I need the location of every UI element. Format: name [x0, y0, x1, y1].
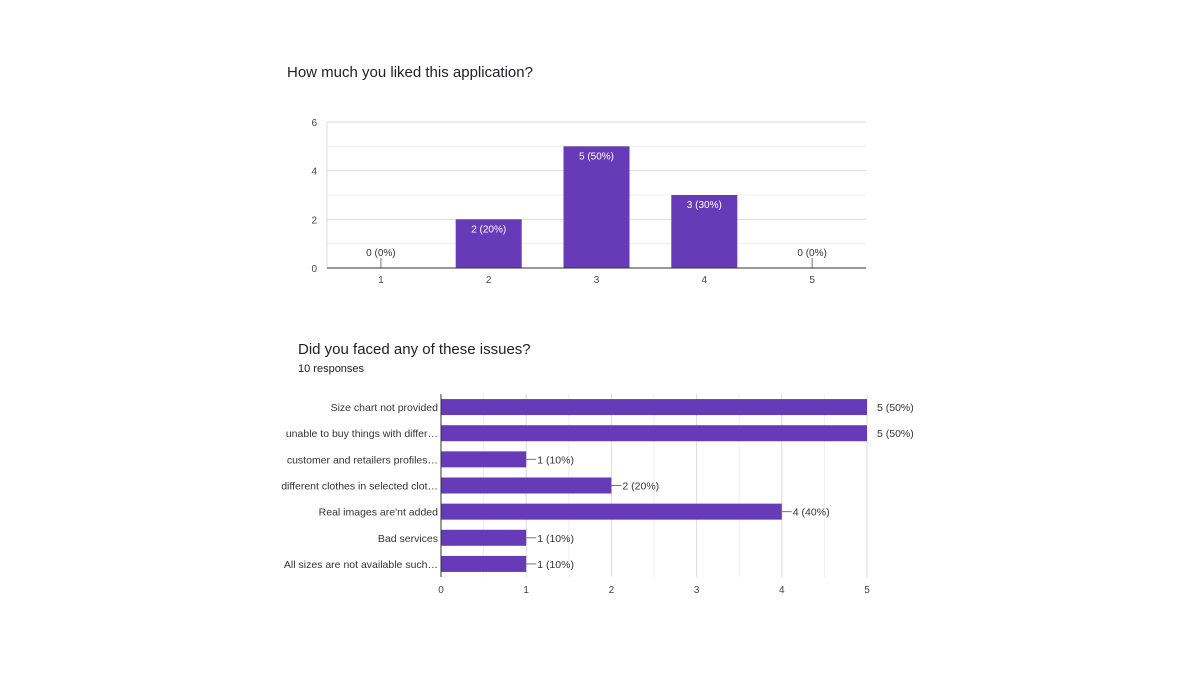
- bar: [441, 399, 867, 416]
- x-tick-label: 5: [809, 275, 815, 286]
- data-label: 5 (50%): [877, 402, 914, 414]
- data-label: 1 (10%): [537, 533, 574, 545]
- chart1-title: How much you liked this application?: [287, 64, 533, 81]
- data-label: 3 (30%): [687, 200, 722, 211]
- x-tick-label: 3: [694, 585, 700, 596]
- y-tick-label: 2: [311, 215, 317, 226]
- category-label: unable to buy things with differ…: [286, 428, 438, 440]
- chart2-title: Did you faced any of these issues?: [298, 341, 531, 358]
- data-label: 1 (10%): [537, 454, 574, 466]
- data-label: 2 (20%): [622, 481, 659, 493]
- data-label: 5 (50%): [579, 151, 614, 162]
- category-label: Real images are'nt added: [319, 507, 438, 519]
- x-tick-label: 1: [523, 585, 529, 596]
- bar: [441, 477, 612, 494]
- x-tick-label: 3: [594, 275, 600, 286]
- x-tick-label: 0: [438, 585, 444, 596]
- chart2-subtitle: 10 responses: [298, 363, 365, 375]
- category-label: Size chart not provided: [331, 402, 439, 414]
- x-tick-label: 2: [609, 585, 615, 596]
- bar: [441, 555, 527, 572]
- x-tick-label: 1: [378, 275, 384, 286]
- bar: [441, 425, 867, 442]
- x-tick-label: 4: [779, 585, 785, 596]
- y-tick-label: 6: [311, 118, 317, 129]
- bar: [455, 219, 522, 268]
- bar: [563, 146, 630, 268]
- data-label: 2 (20%): [471, 224, 506, 235]
- category-label: Bad services: [378, 533, 438, 545]
- bar: [441, 529, 527, 546]
- x-tick-label: 5: [864, 585, 870, 596]
- bar: [441, 451, 527, 468]
- y-tick-label: 0: [311, 264, 317, 275]
- category-label: All sizes are not available such…: [284, 559, 438, 571]
- category-label: different clothes in selected clot…: [281, 481, 438, 493]
- data-label: 0 (0%): [797, 248, 826, 259]
- y-tick-label: 4: [311, 167, 317, 178]
- data-label: 4 (40%): [793, 507, 830, 519]
- x-tick-label: 2: [486, 275, 492, 286]
- data-label: 0 (0%): [366, 248, 395, 259]
- bar: [441, 503, 782, 520]
- data-label: 5 (50%): [877, 428, 914, 440]
- bar: [671, 195, 738, 268]
- data-label: 1 (10%): [537, 559, 574, 571]
- category-label: customer and retailers profiles…: [287, 454, 438, 466]
- x-tick-label: 4: [702, 275, 708, 286]
